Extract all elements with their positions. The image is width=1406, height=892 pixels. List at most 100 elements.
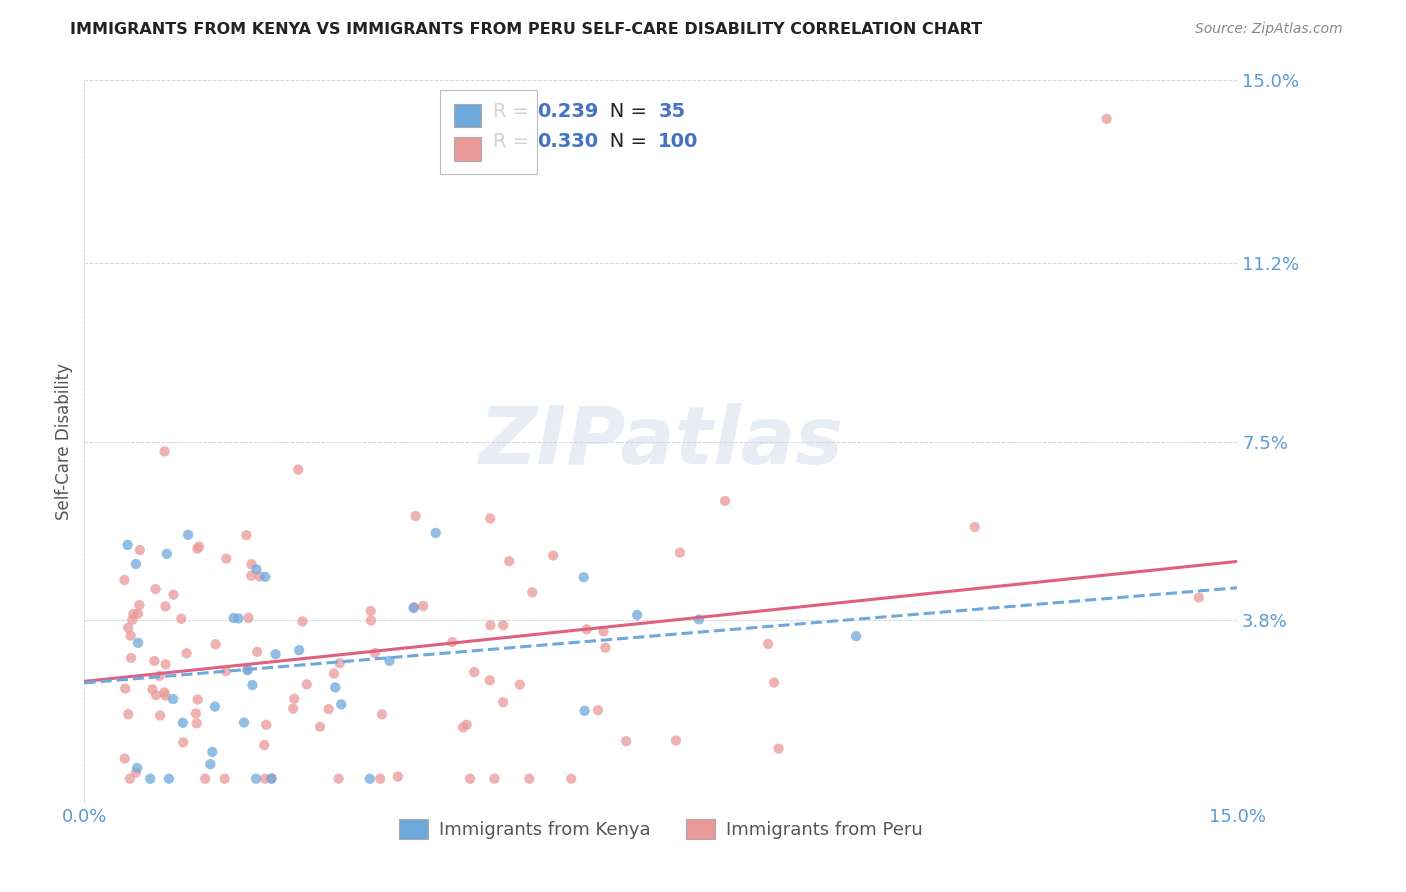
Point [117, 538, 139, 552]
Point [254, 718, 277, 732]
Point [595, 640, 617, 655]
Point [572, 570, 595, 584]
Point [204, 637, 226, 651]
Point [186, 541, 208, 556]
Point [318, 702, 340, 716]
Text: 35: 35 [658, 102, 685, 121]
Point [242, 678, 264, 692]
Point [128, 543, 150, 558]
Point [117, 621, 139, 635]
Point [364, 646, 387, 660]
Point [492, 695, 515, 709]
Point [254, 570, 277, 584]
Point [118, 772, 141, 786]
Point [1095, 112, 1118, 126]
Point [845, 629, 868, 643]
Point [245, 772, 267, 786]
Point [155, 657, 177, 672]
Point [402, 601, 425, 615]
Text: R =: R = [494, 131, 536, 151]
Point [114, 751, 136, 765]
Point [127, 761, 149, 775]
Point [264, 647, 287, 661]
Point [768, 741, 790, 756]
Point [441, 635, 464, 649]
Text: R =: R = [494, 102, 536, 121]
Point [114, 681, 136, 696]
Point [120, 651, 142, 665]
Point [451, 720, 474, 734]
Point [963, 520, 986, 534]
Point [287, 462, 309, 476]
Point [329, 657, 352, 671]
Point [328, 772, 350, 786]
Point [125, 557, 148, 571]
Point [249, 569, 271, 583]
Point [586, 703, 609, 717]
Point [120, 629, 142, 643]
Point [412, 599, 434, 613]
Point [763, 675, 786, 690]
Point [170, 612, 193, 626]
Point [148, 669, 170, 683]
Point [360, 604, 382, 618]
Point [626, 607, 648, 622]
Point [184, 706, 207, 721]
Point [295, 677, 318, 691]
Point [574, 704, 596, 718]
Point [236, 662, 259, 676]
Point [228, 611, 250, 625]
Point [222, 611, 245, 625]
Point [235, 528, 257, 542]
Point [125, 765, 148, 780]
Point [186, 716, 208, 731]
Point [200, 757, 222, 772]
Point [145, 688, 167, 702]
Point [215, 551, 238, 566]
Point [233, 715, 256, 730]
Point [479, 618, 502, 632]
Point [122, 607, 145, 621]
Point [371, 707, 394, 722]
Point [139, 772, 162, 786]
Point [498, 554, 520, 568]
Point [149, 708, 172, 723]
Point [463, 665, 485, 679]
Point [117, 707, 139, 722]
Point [214, 772, 236, 786]
Point [479, 511, 502, 525]
Point [236, 663, 259, 677]
Point [128, 598, 150, 612]
Point [458, 772, 481, 786]
Text: IMMIGRANTS FROM KENYA VS IMMIGRANTS FROM PERU SELF-CARE DISABILITY CORRELATION C: IMMIGRANTS FROM KENYA VS IMMIGRANTS FROM… [70, 22, 983, 37]
Point [172, 715, 194, 730]
Point [240, 558, 263, 572]
Point [756, 637, 779, 651]
Point [323, 681, 346, 695]
Point [153, 444, 176, 458]
Point [253, 738, 276, 752]
Point [291, 615, 314, 629]
Point [155, 689, 177, 703]
Point [162, 692, 184, 706]
Point [456, 718, 478, 732]
Point [359, 772, 381, 786]
Point [162, 588, 184, 602]
Point [155, 599, 177, 614]
Text: ZIPatlas: ZIPatlas [478, 402, 844, 481]
Point [425, 525, 447, 540]
Point [614, 734, 637, 748]
Text: 0.330: 0.330 [537, 131, 599, 151]
Point [541, 549, 564, 563]
Point [121, 613, 143, 627]
Point [405, 509, 427, 524]
Point [157, 772, 180, 786]
Point [283, 691, 305, 706]
Point [238, 611, 260, 625]
Point [176, 646, 198, 660]
Point [177, 528, 200, 542]
Point [283, 701, 305, 715]
Point [517, 772, 540, 786]
Point [201, 745, 224, 759]
Point [153, 685, 176, 699]
